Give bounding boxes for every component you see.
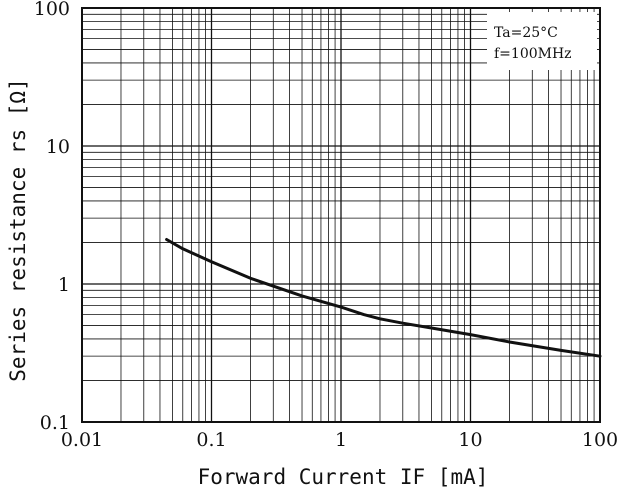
series-line-0 bbox=[165, 238, 602, 358]
x-tick-label: 1 bbox=[335, 429, 347, 451]
y-axis-label: Series resistance rs [Ω] bbox=[6, 78, 30, 381]
condition-freq: f=100MHz bbox=[494, 46, 572, 62]
x-tick-label: 0.01 bbox=[61, 429, 103, 451]
condition-box: Ta=25°C f=100MHz bbox=[487, 12, 597, 70]
plot-frame bbox=[81, 7, 601, 423]
grid bbox=[82, 8, 600, 422]
condition-box-background bbox=[487, 12, 597, 70]
x-tick-labels: 0.01 0.1 1 10 100 bbox=[61, 429, 618, 451]
condition-ta: Ta=25°C bbox=[494, 25, 558, 41]
x-tick-label: 0.1 bbox=[196, 429, 226, 451]
series-group bbox=[165, 238, 602, 358]
y-tick-label: 100 bbox=[34, 0, 70, 20]
y-tick-label: 10 bbox=[46, 136, 70, 158]
y-tick-label: 1 bbox=[58, 274, 70, 296]
x-tick-label: 100 bbox=[582, 429, 618, 451]
x-tick-label: 10 bbox=[458, 429, 482, 451]
y-tick-labels: 0.1 1 10 100 bbox=[34, 0, 70, 434]
y-tick-label: 0.1 bbox=[40, 412, 70, 434]
x-axis-label: Forward Current IF [mA] bbox=[198, 465, 489, 489]
